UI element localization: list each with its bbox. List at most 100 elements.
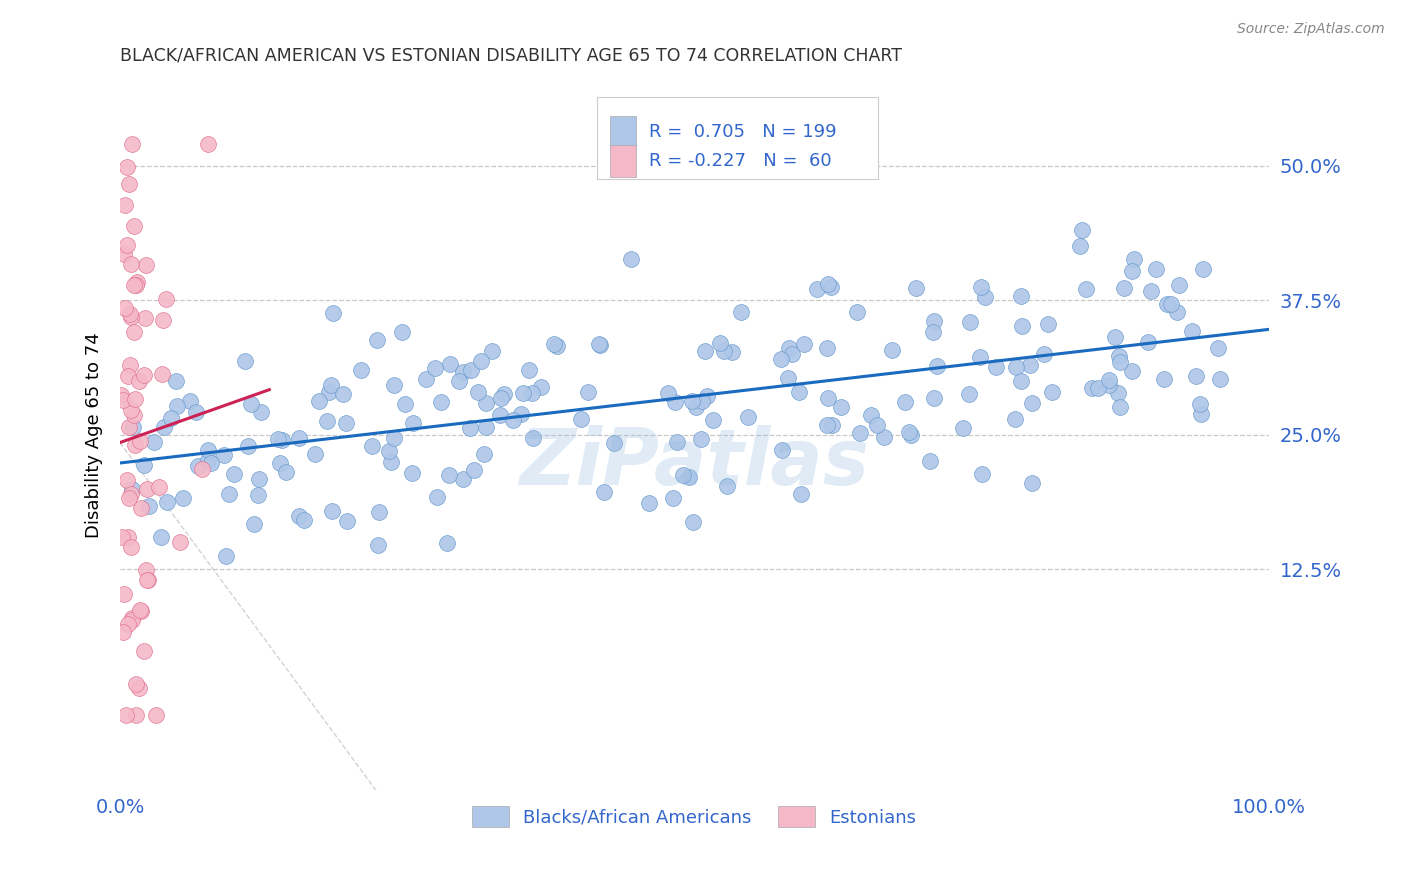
Text: ZiPatlas: ZiPatlas	[519, 425, 869, 501]
Point	[1189, 407, 1212, 421]
Point	[920, 453, 942, 467]
Point	[124, 392, 146, 406]
Point	[817, 391, 839, 405]
Point	[316, 414, 339, 428]
Point	[186, 405, 208, 419]
Point	[720, 345, 742, 359]
Point	[437, 467, 460, 482]
FancyBboxPatch shape	[610, 116, 636, 148]
Point	[957, 387, 980, 401]
Point	[702, 413, 724, 427]
Point	[122, 420, 145, 434]
Point	[117, 491, 139, 506]
Point	[866, 417, 889, 432]
Point	[165, 374, 187, 388]
Point	[114, 301, 136, 316]
Point	[1208, 371, 1230, 385]
Point	[150, 367, 173, 381]
Point	[672, 467, 695, 482]
Point	[122, 325, 145, 339]
Point	[690, 394, 713, 409]
Point	[394, 397, 416, 411]
Point	[332, 387, 354, 401]
Point	[467, 385, 489, 400]
Point	[125, 275, 148, 289]
Point	[155, 292, 177, 306]
Point	[1040, 384, 1063, 399]
Point	[152, 313, 174, 327]
Point	[489, 408, 512, 422]
Point	[1112, 281, 1135, 295]
Point	[1005, 360, 1028, 375]
Point	[415, 372, 437, 386]
Point	[859, 409, 882, 423]
Point	[117, 616, 139, 631]
Point	[120, 358, 142, 372]
Point	[132, 643, 155, 657]
Point	[1109, 400, 1132, 414]
Point	[821, 418, 844, 433]
Point	[522, 431, 544, 445]
Point	[1189, 397, 1212, 411]
Point	[121, 482, 143, 496]
Point	[1021, 475, 1043, 490]
Point	[124, 277, 146, 292]
Point	[737, 410, 759, 425]
Point	[319, 377, 342, 392]
Point	[132, 458, 155, 472]
Point	[593, 484, 616, 499]
Point	[873, 429, 896, 443]
Point	[308, 393, 330, 408]
Point	[1121, 364, 1143, 378]
Point	[111, 625, 134, 640]
Point	[271, 434, 294, 448]
Point	[543, 337, 565, 351]
Point	[475, 396, 498, 410]
Point	[952, 421, 974, 435]
Point	[145, 707, 167, 722]
Point	[530, 380, 553, 394]
Point	[657, 386, 679, 401]
Point	[453, 365, 475, 379]
Point	[294, 513, 316, 527]
Point	[730, 305, 752, 319]
Point	[830, 400, 852, 414]
Point	[128, 681, 150, 695]
Point	[520, 385, 543, 400]
Point	[436, 536, 458, 550]
Point	[121, 613, 143, 627]
Point	[240, 397, 263, 411]
Point	[247, 472, 270, 486]
Point	[1010, 289, 1032, 303]
Point	[492, 387, 515, 401]
Point	[136, 574, 159, 588]
Point	[117, 238, 139, 252]
Point	[1139, 285, 1161, 299]
Point	[121, 137, 143, 152]
Point	[1153, 372, 1175, 386]
Point	[472, 447, 495, 461]
Point	[115, 161, 138, 175]
Point	[546, 338, 568, 352]
Point	[124, 707, 146, 722]
Point	[787, 384, 810, 399]
Point	[451, 472, 474, 486]
Point	[132, 368, 155, 383]
Point	[922, 391, 945, 405]
Point	[815, 341, 838, 355]
Point	[423, 361, 446, 376]
Point	[817, 277, 839, 291]
Point	[481, 343, 503, 358]
Point	[128, 434, 150, 448]
Point	[1011, 319, 1033, 334]
Point	[846, 304, 869, 318]
Point	[778, 341, 800, 355]
Point	[115, 473, 138, 487]
Point	[1166, 304, 1188, 318]
Point	[1069, 238, 1091, 252]
Point	[1098, 378, 1121, 392]
Point	[350, 363, 373, 377]
Point	[1191, 262, 1213, 277]
Point	[449, 375, 471, 389]
Point	[925, 359, 948, 374]
